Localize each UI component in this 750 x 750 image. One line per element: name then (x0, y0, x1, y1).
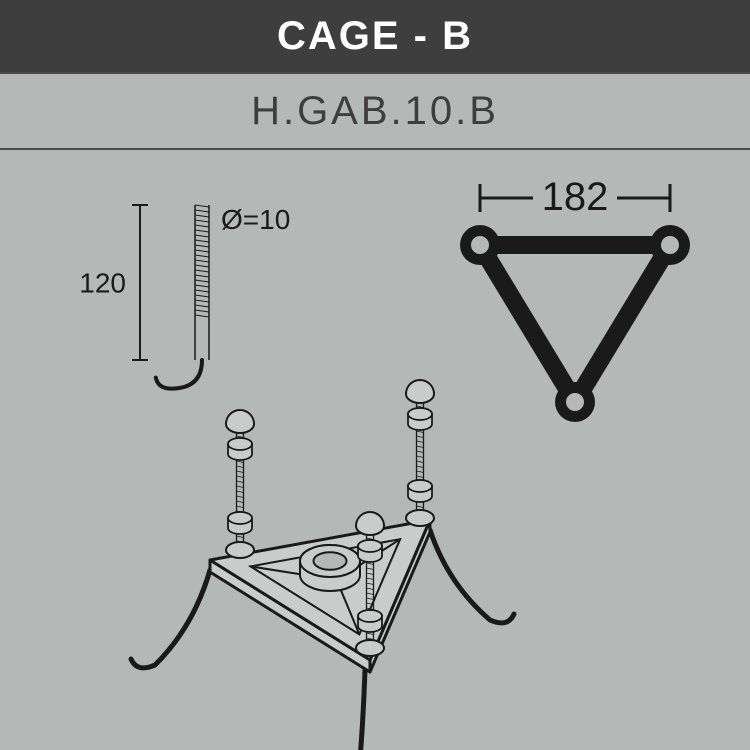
page-title: CAGE - B (277, 14, 473, 59)
product-code: H.GAB.10.B (251, 89, 499, 134)
triangle-width-label: 182 (542, 175, 609, 219)
diagram-canvas: 120 Ø=10 182 (0, 150, 750, 750)
jbolt-diagram: 120 Ø=10 (79, 204, 290, 389)
jbolt-diameter-label: Ø=10 (221, 204, 290, 235)
iso-assembly (131, 380, 514, 750)
triangle-top-view: 182 (460, 172, 690, 422)
jbolt-height-label: 120 (79, 268, 126, 299)
subtitle-bar: H.GAB.10.B (0, 72, 750, 150)
title-bar: CAGE - B (0, 0, 750, 72)
